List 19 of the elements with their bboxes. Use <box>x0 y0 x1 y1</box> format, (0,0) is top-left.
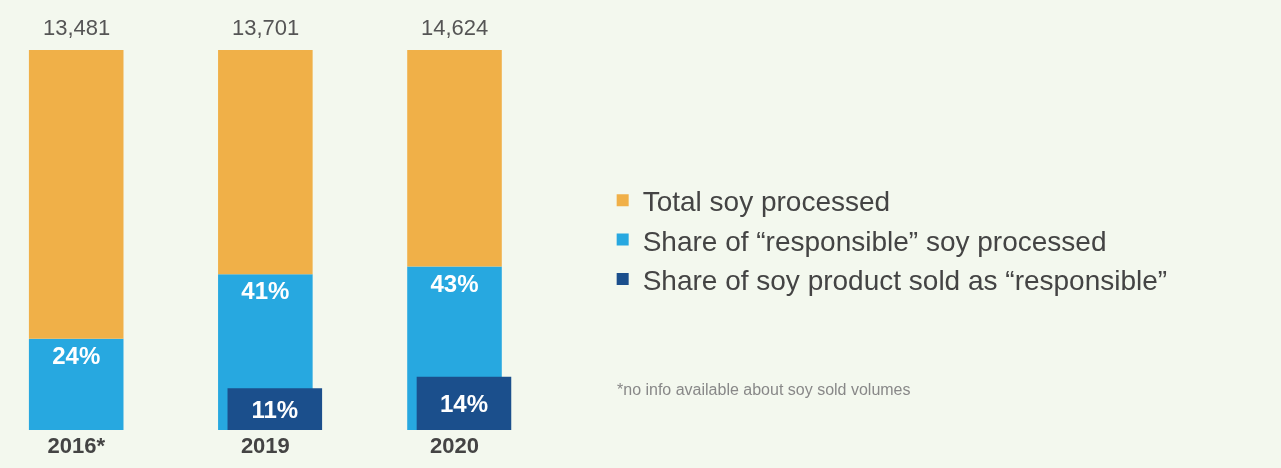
data-label: 14% <box>439 389 488 417</box>
annotation: 13,701 <box>232 15 300 40</box>
x-tick-label: 2020 <box>430 433 479 458</box>
legend-label: Share of “responsible” soy processed <box>642 225 1107 257</box>
bar <box>218 50 313 275</box>
data-label: 11% <box>251 395 299 423</box>
legend-label: Share of soy product sold as “responsible” <box>642 264 1168 296</box>
x-tick-label: 2016* <box>47 433 106 458</box>
bar <box>407 50 502 267</box>
x-tick-label: 2019 <box>240 433 290 458</box>
data-label: 41% <box>241 277 290 305</box>
text: *no info available about soy sold volumes <box>617 381 911 398</box>
annotation: 13,481 <box>43 15 111 40</box>
bar <box>28 50 124 339</box>
legend-label: Total soy processed <box>642 186 891 218</box>
bar <box>28 338 124 430</box>
data-label: 43% <box>430 269 479 297</box>
data-label: 24% <box>52 341 101 369</box>
annotation: 14,624 <box>421 15 489 40</box>
